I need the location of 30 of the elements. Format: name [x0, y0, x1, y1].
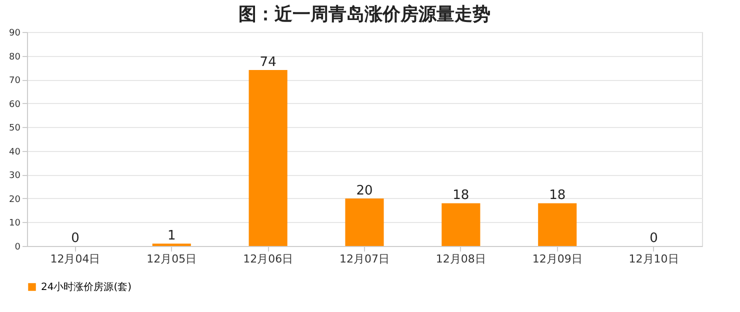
bar [345, 198, 384, 246]
data-label: 20 [356, 183, 373, 198]
y-tick-label: 90 [9, 28, 21, 38]
x-tick-label: 12月04日 [50, 252, 100, 266]
data-label: 0 [650, 231, 658, 246]
y-tick-label: 80 [9, 52, 21, 62]
chart-title: 图：近一周青岛涨价房源量走势 [238, 4, 490, 25]
data-label: 74 [260, 55, 276, 70]
y-tick-label: 20 [9, 194, 21, 205]
bar [248, 70, 288, 246]
bar [538, 203, 577, 246]
data-label: 0 [71, 231, 80, 246]
x-tick-label: 12月09日 [532, 252, 582, 266]
bar [442, 203, 480, 246]
x-tick-label: 12月06日 [243, 252, 294, 266]
y-tick-label: 50 [9, 124, 21, 134]
legend-label: 24小时涨价房源(套) [41, 281, 132, 293]
x-tick-label: 12月07日 [340, 252, 390, 266]
y-tick-label: 30 [9, 171, 21, 182]
y-tick-label: 0 [14, 242, 21, 252]
data-label: 18 [452, 188, 470, 204]
y-tick-label: 10 [9, 218, 21, 229]
data-label: 18 [549, 188, 566, 204]
data-label: 1 [168, 228, 176, 244]
y-tick-label: 70 [9, 76, 21, 86]
y-tick-label: 40 [9, 147, 21, 158]
x-tick-label: 12月05日 [146, 252, 197, 266]
y-tick-label: 60 [9, 100, 21, 110]
x-tick-label: 12月10日 [628, 252, 679, 266]
x-tick-label: 12月08日 [436, 252, 486, 266]
